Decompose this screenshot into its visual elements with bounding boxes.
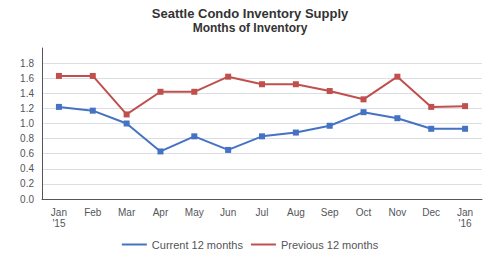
- svg-text:1.0: 1.0: [20, 118, 34, 129]
- svg-text:Apr: Apr: [153, 207, 169, 218]
- svg-text:May: May: [185, 207, 204, 218]
- svg-text:Jan: Jan: [457, 207, 473, 218]
- svg-text:Jul: Jul: [256, 207, 269, 218]
- svg-text:0.2: 0.2: [20, 178, 34, 189]
- svg-text:Seattle Condo Inventory Supply: Seattle Condo Inventory Supply: [152, 6, 349, 21]
- svg-text:1.4: 1.4: [20, 88, 34, 99]
- svg-text:Sep: Sep: [321, 207, 339, 218]
- svg-text:Feb: Feb: [84, 207, 102, 218]
- svg-text:1.2: 1.2: [20, 103, 34, 114]
- svg-text:Dec: Dec: [422, 207, 440, 218]
- svg-text:Jun: Jun: [220, 207, 236, 218]
- svg-text:Jan: Jan: [51, 207, 67, 218]
- svg-text:1.6: 1.6: [20, 73, 34, 84]
- svg-text:Current 12 months: Current 12 months: [152, 239, 244, 251]
- svg-text:0.4: 0.4: [20, 163, 34, 174]
- svg-text:Previous 12 months: Previous 12 months: [281, 239, 379, 251]
- svg-text:Aug: Aug: [287, 207, 305, 218]
- svg-text:0.0: 0.0: [20, 194, 34, 205]
- svg-text:Nov: Nov: [388, 207, 406, 218]
- svg-text:Mar: Mar: [118, 207, 136, 218]
- svg-text:1.8: 1.8: [20, 58, 34, 69]
- svg-text:0.6: 0.6: [20, 148, 34, 159]
- svg-text:'15: '15: [52, 218, 65, 229]
- svg-text:0.8: 0.8: [20, 133, 34, 144]
- svg-text:Months of Inventory: Months of Inventory: [193, 21, 308, 35]
- svg-text:'16: '16: [459, 218, 472, 229]
- svg-text:Oct: Oct: [356, 207, 372, 218]
